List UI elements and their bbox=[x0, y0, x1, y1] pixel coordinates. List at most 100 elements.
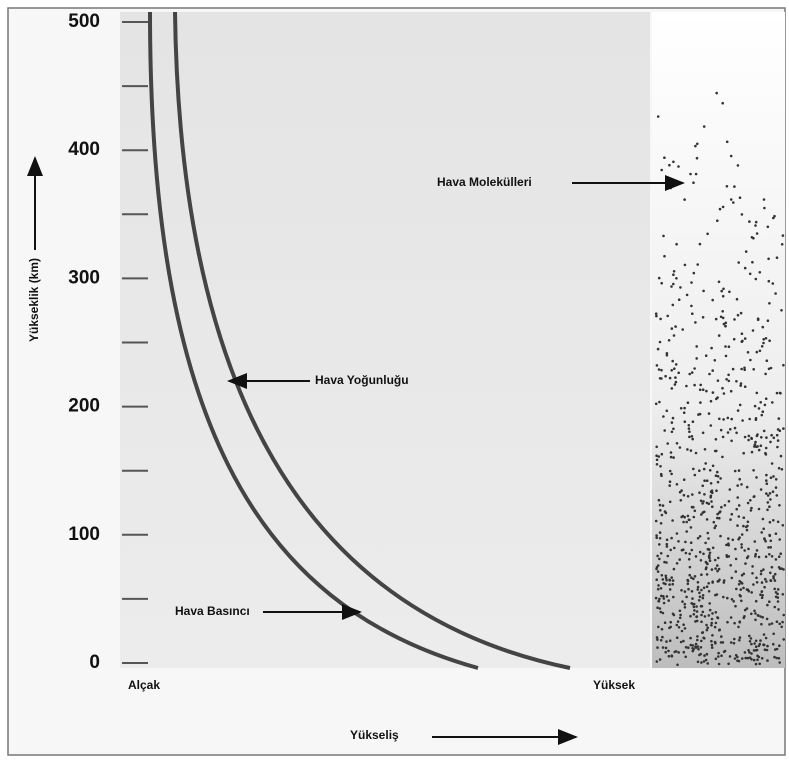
molecule-dot bbox=[677, 298, 681, 302]
molecule-dot bbox=[717, 556, 720, 560]
molecule-dot bbox=[685, 595, 688, 599]
molecule-dot bbox=[727, 662, 730, 666]
molecule-dot bbox=[769, 498, 772, 501]
molecule-dot bbox=[753, 404, 757, 408]
molecule-dot bbox=[703, 448, 707, 451]
molecule-dot bbox=[772, 642, 775, 646]
molecule-dot bbox=[766, 603, 769, 607]
molecule-dot bbox=[753, 609, 756, 613]
molecule-dot bbox=[746, 555, 750, 558]
pressure-label: Hava Basıncı bbox=[175, 604, 250, 618]
molecule-dot bbox=[729, 641, 733, 644]
molecule-dot bbox=[761, 325, 765, 329]
molecule-dot bbox=[760, 581, 764, 584]
molecule-dot bbox=[768, 623, 771, 626]
y-tick-label: 300 bbox=[68, 267, 100, 288]
molecule-dot bbox=[702, 660, 706, 663]
molecule-dot bbox=[724, 324, 727, 328]
molecule-dot bbox=[703, 637, 706, 640]
molecule-dot bbox=[720, 635, 723, 638]
molecule-dot bbox=[752, 469, 755, 472]
molecule-dot bbox=[746, 501, 750, 505]
molecule-dot bbox=[748, 634, 751, 638]
molecule-dot bbox=[655, 445, 658, 449]
molecule-dot bbox=[734, 604, 737, 608]
molecule-dot bbox=[677, 371, 680, 375]
molecule-dot bbox=[710, 617, 714, 621]
molecule-dot bbox=[667, 599, 670, 602]
molecule-dot bbox=[740, 581, 743, 584]
molecule-dot bbox=[743, 435, 747, 439]
molecule-dot bbox=[737, 261, 740, 264]
molecule-dot bbox=[686, 514, 690, 518]
molecule-dot bbox=[738, 403, 742, 407]
molecule-dot bbox=[717, 651, 720, 655]
molecule-dot bbox=[690, 435, 694, 438]
molecule-dot bbox=[775, 620, 779, 623]
molecule-dot bbox=[744, 525, 748, 529]
molecule-dot bbox=[662, 597, 666, 600]
molecule-dot bbox=[714, 657, 718, 661]
molecule-dot bbox=[757, 407, 761, 410]
molecule-dot bbox=[762, 338, 765, 341]
molecule-dot bbox=[692, 613, 696, 616]
molecule-dot bbox=[670, 536, 673, 540]
molecule-dot bbox=[748, 220, 751, 223]
molecule-dot bbox=[699, 383, 702, 387]
molecule-dot bbox=[715, 91, 718, 95]
molecule-dot bbox=[760, 436, 763, 439]
molecule-dot bbox=[750, 612, 753, 616]
molecule-dot bbox=[681, 328, 684, 331]
molecule-dot bbox=[708, 602, 711, 605]
molecule-dot bbox=[727, 373, 730, 377]
molecule-dot bbox=[755, 581, 759, 584]
molecule-dot bbox=[730, 598, 734, 601]
molecule-dot bbox=[722, 322, 726, 326]
molecule-dot bbox=[778, 644, 781, 647]
molecule-dot bbox=[778, 661, 781, 664]
molecule-dot bbox=[655, 636, 659, 639]
molecule-dot bbox=[663, 254, 666, 258]
molecule-dot bbox=[738, 196, 742, 199]
molecule-dot bbox=[675, 442, 679, 445]
molecule-dot bbox=[755, 476, 758, 479]
molecule-dot bbox=[696, 581, 700, 584]
molecule-dot bbox=[702, 500, 705, 503]
molecule-dot bbox=[701, 596, 705, 600]
molecule-dot bbox=[661, 504, 665, 507]
molecule-dot bbox=[655, 314, 658, 318]
molecule-dot bbox=[736, 313, 740, 317]
molecule-dot bbox=[761, 616, 764, 619]
molecule-dot bbox=[718, 628, 721, 631]
molecule-dot bbox=[668, 484, 671, 487]
molecule-dot bbox=[780, 468, 784, 471]
molecule-dot bbox=[677, 626, 681, 629]
molecule-dot bbox=[740, 533, 744, 536]
molecule-dot bbox=[658, 400, 661, 404]
molecule-dot bbox=[711, 491, 714, 495]
molecule-dot bbox=[691, 597, 694, 600]
molecule-dot bbox=[711, 464, 715, 468]
molecule-dot bbox=[751, 572, 754, 575]
molecule-dot bbox=[713, 625, 717, 629]
molecule-dot bbox=[707, 582, 710, 585]
molecule-dot bbox=[741, 419, 744, 422]
molecule-dot bbox=[754, 645, 758, 648]
molecule-dot bbox=[701, 431, 705, 435]
molecule-dot bbox=[695, 619, 699, 623]
molecule-dot bbox=[769, 476, 773, 480]
molecule-dot bbox=[714, 438, 718, 441]
molecule-dot bbox=[749, 499, 752, 502]
molecule-dot bbox=[762, 568, 765, 571]
molecule-dot bbox=[781, 524, 785, 527]
molecule-dot bbox=[723, 649, 727, 653]
molecule-dot bbox=[685, 293, 689, 297]
molecule-dot bbox=[655, 567, 658, 571]
molecule-dot bbox=[696, 142, 699, 146]
molecule-dot bbox=[673, 367, 676, 371]
molecule-dot bbox=[696, 660, 700, 664]
molecule-dot bbox=[668, 469, 672, 473]
molecule-dot bbox=[775, 391, 779, 395]
molecule-dot bbox=[702, 289, 705, 293]
molecule-dot bbox=[754, 440, 757, 444]
